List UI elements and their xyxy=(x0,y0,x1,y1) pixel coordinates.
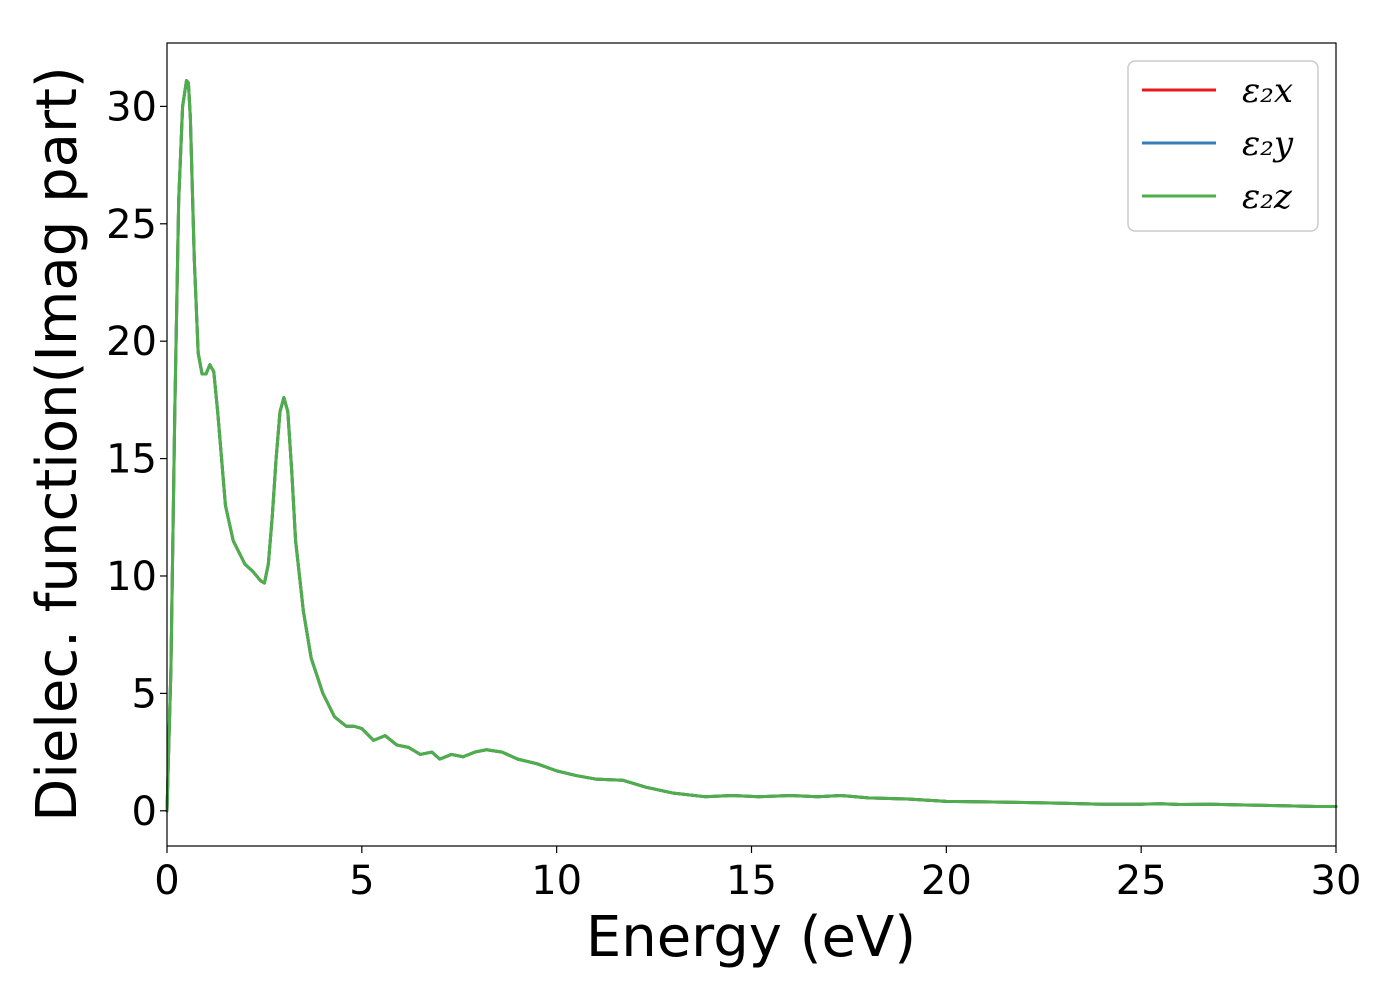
y-tick-label: 30 xyxy=(106,84,157,130)
legend-label-3: ε₂z xyxy=(1242,177,1293,217)
x-tick-label: 5 xyxy=(349,858,374,904)
x-tick-label: 15 xyxy=(726,858,777,904)
x-tick-label: 0 xyxy=(154,858,179,904)
x-axis-label: Energy (eV) xyxy=(586,905,916,970)
x-tick-label: 20 xyxy=(921,858,972,904)
x-tick-label: 25 xyxy=(1116,858,1167,904)
y-axis-label: Dielec. function(Imag part) xyxy=(25,66,90,822)
legend: ε₂x ε₂y ε₂z xyxy=(1127,60,1319,232)
y-tick-label: 0 xyxy=(132,789,157,835)
legend-label-2: ε₂y xyxy=(1242,124,1294,164)
series-layer xyxy=(165,79,1338,813)
y-tick-label: 25 xyxy=(106,202,157,248)
y-axis-ticks: 0 5 10 15 20 25 30 xyxy=(106,84,167,835)
legend-entries: ε₂x ε₂y ε₂z xyxy=(1142,71,1294,217)
series-line-3 xyxy=(165,79,1338,813)
legend-label-1: ε₂x xyxy=(1242,71,1293,111)
y-tick-label: 15 xyxy=(106,437,157,483)
y-tick-label: 5 xyxy=(132,671,157,717)
y-tick-label: 20 xyxy=(106,319,157,365)
legend-box xyxy=(1127,60,1319,232)
y-tick-label: 10 xyxy=(106,554,157,600)
x-tick-label: 10 xyxy=(531,858,582,904)
x-axis-ticks: 0 5 10 15 20 25 30 xyxy=(154,846,1361,904)
x-tick-label: 30 xyxy=(1311,858,1362,904)
